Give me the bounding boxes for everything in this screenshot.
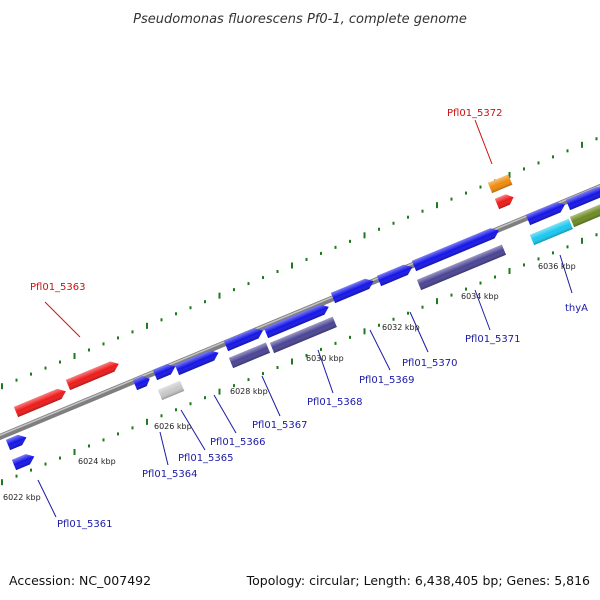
- label-leaders: [37, 119, 573, 518]
- gene-feature: [269, 316, 337, 354]
- gene-feature: [228, 342, 271, 369]
- gene-feature: [5, 434, 27, 451]
- scale-ticks: [1, 137, 598, 486]
- gene-label[interactable]: Pfl01_5361: [57, 519, 113, 530]
- gene-label[interactable]: Pfl01_5369: [359, 375, 415, 386]
- kbp-label: 6032 kbp: [382, 323, 420, 332]
- gene-feature: [263, 304, 329, 339]
- accession-label: Accession: NC_007492: [9, 573, 151, 588]
- gene-feature: [529, 218, 573, 246]
- label-leader-line: [213, 394, 237, 434]
- gene-label[interactable]: Pfl01_5368: [307, 397, 363, 408]
- gene-label[interactable]: Pfl01_5365: [178, 453, 234, 464]
- gene-label[interactable]: Pfl01_5372: [447, 108, 503, 119]
- kbp-label: 6034 kbp: [461, 292, 499, 301]
- gene-label[interactable]: Pfl01_5371: [465, 334, 521, 345]
- kbp-label: 6022 kbp: [3, 493, 41, 502]
- gene-label[interactable]: Pfl01_5367: [252, 420, 308, 431]
- gene-feature: [376, 264, 413, 287]
- label-leader-line: [474, 289, 491, 331]
- kbp-label: 6030 kbp: [306, 354, 344, 363]
- gene-label[interactable]: Pfl01_5363: [30, 282, 86, 293]
- gene-feature: [157, 380, 185, 401]
- gene-feature: [13, 388, 66, 418]
- gene-feature: [65, 361, 119, 391]
- gene-feature: [569, 201, 600, 228]
- kbp-label: 6036 kbp: [538, 262, 576, 271]
- gene-labels: Pfl01_5361 Pfl01_5363 Pfl01_5364 Pfl01_5365…: [30, 108, 588, 530]
- kbp-label: 6024 kbp: [78, 457, 116, 466]
- gene-feature: [152, 364, 176, 381]
- kbp-labels: 6022 kbp 6024 kbp 6026 kbp 6028 kbp 6030 kbp…: [3, 262, 576, 502]
- gene-features: [5, 174, 600, 471]
- kbp-label: 6028 kbp: [230, 387, 268, 396]
- label-leader-line: [369, 329, 391, 371]
- gene-feature: [565, 187, 600, 211]
- genome-summary: Topology: circular; Length: 6,438,405 bp…: [246, 573, 590, 588]
- gene-feature: [411, 228, 499, 272]
- genome-backbone-highlight: [0, 184, 600, 437]
- gene-feature: [174, 350, 219, 376]
- gene-feature: [525, 202, 565, 226]
- label-leader-line: [159, 431, 169, 466]
- label-leader-line: [261, 375, 281, 417]
- label-leader-line: [180, 409, 206, 451]
- gene-label[interactable]: Pfl01_5366: [210, 437, 266, 448]
- label-leader-line: [37, 479, 57, 518]
- gene-feature: [416, 244, 507, 291]
- label-leader-line: [409, 311, 429, 353]
- gene-feature: [11, 454, 35, 471]
- label-leader-line: [474, 119, 493, 165]
- genome-backbone: [0, 183, 600, 441]
- gene-label[interactable]: Pfl01_5364: [142, 469, 198, 480]
- gene-feature: [132, 375, 150, 391]
- kbp-label: 6026 kbp: [154, 422, 192, 431]
- label-leader-line: [317, 349, 334, 394]
- gene-label[interactable]: Pfl01_5370: [402, 358, 458, 369]
- gene-feature: [223, 328, 263, 352]
- gene-feature: [487, 174, 513, 194]
- map-title: Pseudomonas fluorescens Pf0-1, complete …: [133, 12, 467, 27]
- gene-feature: [330, 278, 374, 304]
- gene-label[interactable]: thyA: [565, 303, 588, 314]
- label-leader-line: [559, 254, 573, 294]
- gene-feature: [494, 194, 514, 210]
- label-leader-line: [44, 301, 81, 338]
